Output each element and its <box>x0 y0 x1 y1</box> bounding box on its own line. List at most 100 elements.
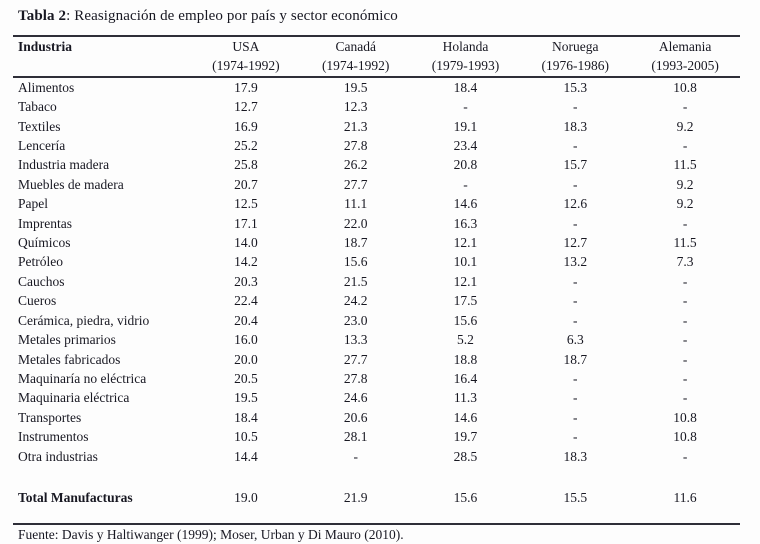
header-row-countries: Industria USA Canadá Holanda Noruega Alemani… <box>13 36 740 56</box>
value-cell: 14.2 <box>234 254 258 270</box>
value-cell: 18.4 <box>453 79 478 95</box>
value-cell: - <box>573 176 578 192</box>
value-cell: - <box>573 312 578 328</box>
industry-cell: Transportes <box>18 409 82 425</box>
total-value-cell: 15.6 <box>453 489 478 505</box>
table-row: Lencería 25.2 27.8 23.4 - - <box>13 136 740 155</box>
value-cell: 12.6 <box>563 196 588 212</box>
table-header: Industria USA Canadá Holanda Noruega Alemani… <box>13 36 740 77</box>
table-row: Tabaco 12.7 12.3 - - - <box>13 97 740 116</box>
value-cell: 27.7 <box>343 176 368 192</box>
table-row: Químicos 14.0 18.7 12.1 12.7 11.5 <box>13 233 740 252</box>
value-cell: 14.0 <box>234 235 258 251</box>
table-title-number: Tabla 2 <box>18 8 67 24</box>
column-header-industry: Industria <box>18 39 73 54</box>
spacer-row <box>13 466 740 488</box>
value-cell: 15.3 <box>563 79 588 95</box>
value-cell: 19.7 <box>453 429 478 445</box>
table-row: Petróleo 14.2 15.6 10.1 13.2 7.3 <box>13 252 740 271</box>
value-cell: 17.1 <box>234 215 258 231</box>
column-header-country: USA <box>232 39 260 54</box>
column-header-period: (1976-1986) <box>541 58 610 74</box>
industry-cell: Cerámica, piedra, vidrio <box>18 312 150 328</box>
column-header-period: (1993-2005) <box>651 58 719 74</box>
value-cell: 19.1 <box>453 118 478 134</box>
value-cell: 12.1 <box>453 235 478 251</box>
table-row: Muebles de madera 20.7 27.7 - - 9.2 <box>13 175 740 194</box>
value-cell: 27.8 <box>343 138 368 154</box>
value-cell: 14.6 <box>453 409 478 425</box>
value-cell: 12.3 <box>343 99 368 115</box>
value-cell: 23.0 <box>343 312 368 328</box>
value-cell: 21.5 <box>343 273 368 289</box>
value-cell: 11.3 <box>453 390 478 406</box>
industry-cell: Papel <box>18 196 48 212</box>
industry-cell: Imprentas <box>18 215 72 231</box>
value-cell: - <box>463 99 468 115</box>
value-cell: 10.8 <box>673 79 697 95</box>
value-cell: - <box>682 332 688 348</box>
table-row: Instrumentos 10.5 28.1 19.7 - 10.8 <box>13 427 740 446</box>
table-row: Industria madera 25.8 26.2 20.8 15.7 11.5 <box>13 155 740 174</box>
table-row: Imprentas 17.1 22.0 16.3 - - <box>13 214 740 233</box>
value-cell: 10.1 <box>453 254 478 270</box>
value-cell: 25.2 <box>234 138 258 154</box>
industry-cell: Lencería <box>18 138 66 154</box>
value-cell: 20.4 <box>234 312 258 328</box>
value-cell: - <box>463 176 468 192</box>
value-cell: 20.5 <box>234 370 258 386</box>
industry-cell: Maquinaría no eléctrica <box>18 370 147 386</box>
value-cell: - <box>573 429 578 445</box>
industry-cell: Alimentos <box>18 79 75 95</box>
value-cell: 25.8 <box>234 157 258 173</box>
value-cell: - <box>682 138 688 154</box>
table-row: Alimentos 17.9 19.5 18.4 15.3 10.8 <box>13 77 740 97</box>
value-cell: 12.1 <box>453 273 478 289</box>
spacer-row <box>13 507 740 524</box>
value-cell: 28.5 <box>453 448 478 464</box>
industry-cell: Industria madera <box>18 157 110 173</box>
value-cell: 23.4 <box>453 138 478 154</box>
table-row: Cueros 22.4 24.2 17.5 - - <box>13 291 740 310</box>
column-header-country: Alemania <box>658 39 712 54</box>
value-cell: 11.5 <box>673 157 697 173</box>
table-row: Cerámica, piedra, vidrio 20.4 23.0 15.6 - - <box>13 311 740 330</box>
value-cell: 12.5 <box>234 196 258 212</box>
column-header-country: Holanda <box>442 39 489 54</box>
table-container: Industria USA Canadá Holanda Noruega Alemani… <box>13 35 740 526</box>
value-cell: - <box>682 448 688 464</box>
value-cell: 15.6 <box>343 254 368 270</box>
value-cell: - <box>682 351 688 367</box>
table-body: Alimentos 17.9 19.5 18.4 15.3 10.8 Tabaco 12.7 1… <box>13 77 740 466</box>
table-row: Maquinaría no eléctrica 20.5 27.8 16.4 - - <box>13 369 740 388</box>
value-cell: 11.1 <box>344 196 368 212</box>
value-cell: 9.2 <box>676 118 694 134</box>
value-cell: 6.3 <box>566 332 584 348</box>
value-cell: - <box>682 99 688 115</box>
value-cell: 20.7 <box>234 176 258 192</box>
value-cell: 24.2 <box>343 293 368 309</box>
value-cell: 20.3 <box>234 273 258 289</box>
industry-cell: Textiles <box>18 118 61 134</box>
value-cell: 13.2 <box>563 254 588 270</box>
value-cell: - <box>682 293 688 309</box>
column-header-country: Canadá <box>335 39 376 54</box>
industry-cell: Metales fabricados <box>18 351 121 367</box>
column-header-period: (1974-1992) <box>321 58 390 74</box>
source-note: Fuente: Davis y Haltiwanger (1999); Mose… <box>18 527 404 542</box>
value-cell: 12.7 <box>563 235 588 251</box>
total-label: Total Manufacturas <box>18 489 133 505</box>
employment-reallocation-table: Industria USA Canadá Holanda Noruega Alemani… <box>13 35 740 526</box>
value-cell: 13.3 <box>343 332 368 348</box>
value-cell: - <box>682 370 688 386</box>
value-cell: 20.8 <box>453 157 478 173</box>
value-cell: 15.7 <box>563 157 588 173</box>
industry-cell: Petróleo <box>18 254 63 270</box>
value-cell: - <box>573 370 578 386</box>
column-header-period: (1974-1992) <box>212 58 280 74</box>
value-cell: 11.5 <box>673 235 697 251</box>
value-cell: 26.2 <box>343 157 368 173</box>
total-value-cell: 11.6 <box>673 489 697 505</box>
value-cell: - <box>573 138 578 154</box>
